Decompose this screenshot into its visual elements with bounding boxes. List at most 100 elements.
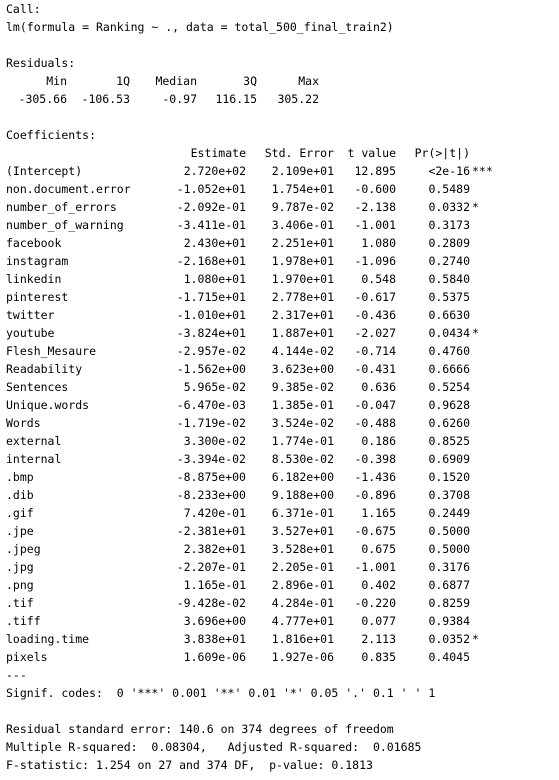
coef-estimate: -2.092e-01	[176, 200, 246, 214]
coef-t-value: -1.001	[354, 218, 396, 232]
coef-estimate: -6.470e-03	[176, 398, 246, 412]
coef-p-value: 0.8525	[428, 434, 470, 448]
coef-name: .tiff	[6, 614, 41, 628]
coef-estimate: 1.165e-01	[183, 578, 246, 592]
table-row: external 3.300e-02 1.774e-01 0.186 0.8525	[6, 432, 559, 450]
coef-estimate: 3.838e+01	[183, 632, 246, 646]
coef-name: .jpg	[6, 560, 34, 574]
coef-p-value: 0.5489	[428, 182, 470, 196]
coef-t-value: 2.113	[361, 632, 396, 646]
coef-std-error: 2.778e+01	[271, 290, 334, 304]
coef-p-value: 0.5000	[428, 542, 470, 556]
coef-name: linkedin	[6, 272, 62, 286]
coef-std-error: 4.777e+01	[271, 614, 334, 628]
coef-std-error: 1.970e+01	[271, 272, 334, 286]
coef-std-error: 3.406e-01	[271, 218, 334, 232]
coef-t-value: -0.488	[354, 416, 396, 430]
coef-std-error: 3.527e+01	[271, 524, 334, 538]
call-formula: lm(formula = Ranking ~ ., data = total_5…	[6, 20, 394, 34]
coef-std-error: 1.774e-01	[271, 434, 334, 448]
coef-name: twitter	[6, 308, 55, 322]
coef-signif: *	[472, 632, 479, 646]
coef-t-value: -2.027	[354, 326, 396, 340]
coef-t-value: 1.165	[361, 506, 396, 520]
coef-p-value: 0.5000	[428, 524, 470, 538]
coef-p-value: 0.3176	[428, 560, 470, 574]
residuals-header: Max	[298, 74, 319, 88]
table-row: youtube -3.824e+01 1.887e+01 -2.027 0.0434 *	[6, 324, 559, 342]
coef-estimate: -3.824e+01	[176, 326, 246, 340]
coef-name: Sentences	[6, 380, 69, 394]
call-heading: Call:	[6, 2, 41, 16]
coef-t-value: -0.617	[354, 290, 396, 304]
coef-p-value: 0.6630	[428, 308, 470, 322]
coef-p-value: 0.5375	[428, 290, 470, 304]
coef-signif: *	[472, 326, 479, 340]
table-row: Sentences 5.965e-02 9.385e-02 0.636 0.5254	[6, 378, 559, 396]
coef-signif: *	[472, 200, 479, 214]
coef-t-value: -0.047	[354, 398, 396, 412]
coef-estimate: -8.233e+00	[176, 488, 246, 502]
f-statistic: F-statistic: 1.254 on 27 and 374 DF, p-v…	[6, 758, 373, 772]
table-row: Readability -1.562e+00 3.623e+00 -0.431 0.66…	[6, 360, 559, 378]
coef-t-value: -0.714	[354, 344, 396, 358]
coef-t-value: 0.636	[361, 380, 396, 394]
coef-name: .jpe	[6, 524, 34, 538]
coef-p-value: 0.6909	[428, 452, 470, 466]
coef-p-value: 0.4045	[428, 650, 470, 664]
coef-estimate: -3.411e-01	[176, 218, 246, 232]
coef-name: instagram	[6, 254, 69, 268]
coef-std-error: 4.284e-01	[271, 596, 334, 610]
coef-std-error: 2.205e-01	[271, 560, 334, 574]
residuals-value: -305.66	[18, 92, 67, 106]
coef-std-error: 2.896e-01	[271, 578, 334, 592]
coef-t-value: 0.835	[361, 650, 396, 664]
coef-name: Unique.words	[6, 398, 90, 412]
coef-std-error: 9.188e+00	[271, 488, 334, 502]
coef-p-value: 0.2809	[428, 236, 470, 250]
coef-estimate: 3.696e+00	[183, 614, 246, 628]
coef-estimate: -1.715e+01	[176, 290, 246, 304]
coef-estimate: -2.957e-02	[176, 344, 246, 358]
column-header-estimate: Estimate	[190, 146, 246, 160]
coef-std-error: 1.978e+01	[271, 254, 334, 268]
coef-std-error: 3.528e+01	[271, 542, 334, 556]
residual-standard-error: Residual standard error: 140.6 on 374 de…	[6, 722, 394, 736]
coefficients-heading: Coefficients:	[6, 128, 97, 142]
coef-p-value: 0.2449	[428, 506, 470, 520]
table-row: facebook 2.430e+01 2.251e+01 1.080 0.2809	[6, 234, 559, 252]
coef-t-value: -1.436	[354, 470, 396, 484]
column-header-std-error: Std. Error	[264, 146, 334, 160]
coef-p-value: 0.8259	[428, 596, 470, 610]
table-row: twitter -1.010e+01 2.317e+01 -0.436 0.6630	[6, 306, 559, 324]
coef-t-value: -1.096	[354, 254, 396, 268]
table-row: number_of_errors -2.092e-01 9.787e-02 -2.13…	[6, 198, 559, 216]
coef-std-error: 9.787e-02	[271, 200, 334, 214]
residuals-value: -0.97	[162, 92, 197, 106]
residuals-value-row: -305.66 -106.53 -0.97 116.15 305.22	[6, 90, 559, 108]
residuals-header: Median	[155, 74, 197, 88]
coef-name: .gif	[6, 506, 34, 520]
coef-estimate: -1.719e-02	[176, 416, 246, 430]
coef-p-value: 0.0352	[428, 632, 470, 646]
coef-std-error: 9.385e-02	[271, 380, 334, 394]
coef-estimate: -2.168e+01	[176, 254, 246, 268]
coef-t-value: 0.548	[361, 272, 396, 286]
coef-name: number_of_errors	[6, 200, 117, 214]
coef-t-value: 0.675	[361, 542, 396, 556]
coef-std-error: 1.816e+01	[271, 632, 334, 646]
column-header-p-value: Pr(>|t|)	[414, 146, 470, 160]
table-row: instagram -2.168e+01 1.978e+01 -1.096 0.2740	[6, 252, 559, 270]
table-row: .gif 7.420e-01 6.371e-01 1.165 0.2449	[6, 504, 559, 522]
coef-t-value: 0.077	[361, 614, 396, 628]
coef-p-value: 0.2740	[428, 254, 470, 268]
coef-name: internal	[6, 452, 62, 466]
coef-t-value: -0.436	[354, 308, 396, 322]
coef-std-error: 4.144e-02	[271, 344, 334, 358]
coef-estimate: 3.300e-02	[183, 434, 246, 448]
coef-p-value: 0.3173	[428, 218, 470, 232]
table-row: Flesh_Mesaure -2.957e-02 4.144e-02 -0.714 0.…	[6, 342, 559, 360]
table-row: .png 1.165e-01 2.896e-01 0.402 0.6877	[6, 576, 559, 594]
residuals-header: Min	[46, 74, 67, 88]
table-row: internal -3.394e-02 8.530e-02 -0.398 0.6909	[6, 450, 559, 468]
